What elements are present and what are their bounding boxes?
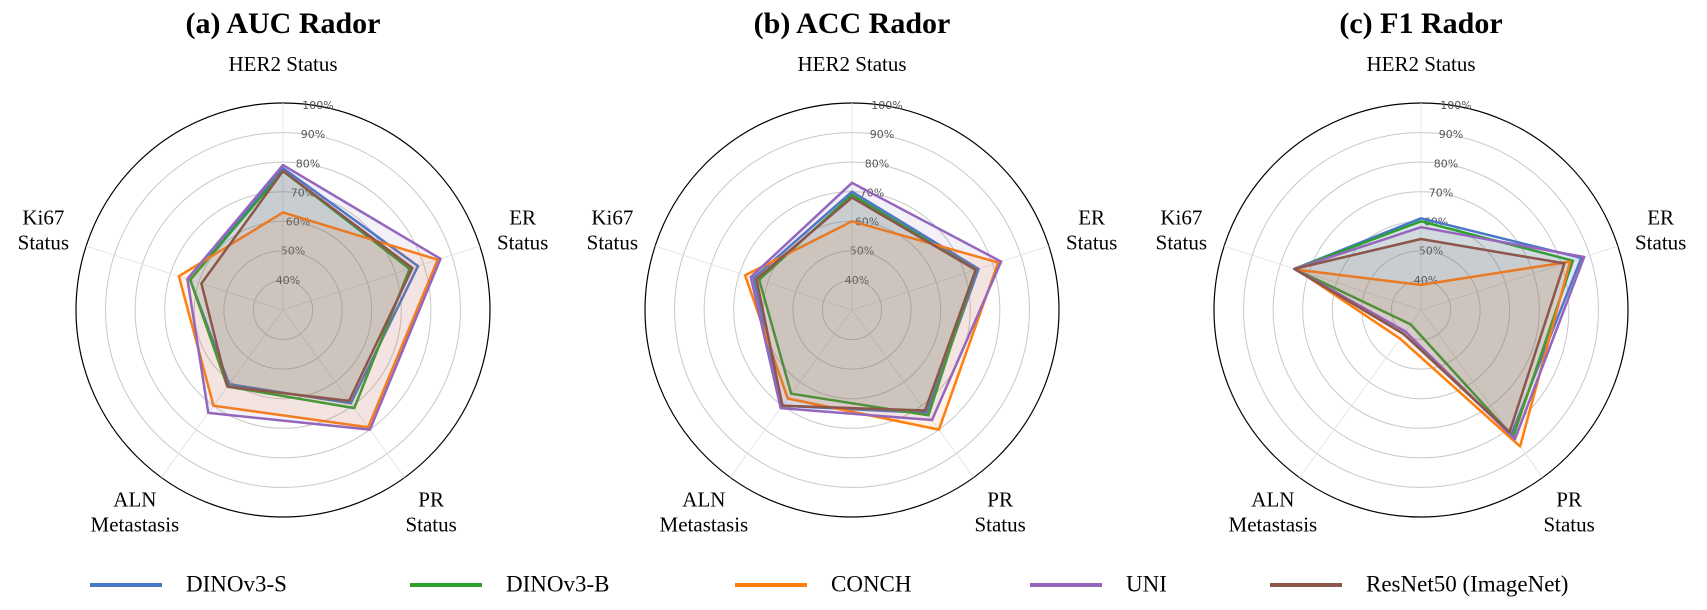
y-tick-label: 100% [302, 99, 333, 112]
axis-label: PR Status [405, 487, 456, 536]
y-tick-label: 80% [296, 157, 320, 170]
axis-label: ER Status [497, 205, 548, 254]
series-area [745, 221, 999, 430]
series-area [1294, 227, 1585, 440]
axis-label: ALN Metastasis [91, 487, 180, 536]
series-area [190, 168, 418, 404]
series-line [177, 211, 439, 429]
axis-label: ALN Metastasis [1229, 487, 1318, 536]
y-tick-label: 80% [865, 157, 889, 170]
axis-spoke [282, 245, 480, 311]
axis-label: PR Status [1543, 487, 1594, 536]
y-tick-label: 40% [276, 274, 300, 287]
series-area [187, 165, 441, 430]
series-line [186, 163, 442, 431]
axis-spoke [1420, 309, 1543, 478]
axis-label: ER Status [1635, 205, 1686, 254]
axis-label: HER2 Status [228, 52, 337, 76]
axis-label: HER2 Status [1366, 52, 1475, 76]
axis-spoke [161, 309, 284, 478]
series-line [188, 169, 411, 410]
axis-label: ALN Metastasis [660, 487, 749, 536]
axis-spoke [1224, 245, 1422, 311]
y-tick-label: 50% [850, 245, 874, 258]
series-line [749, 181, 1003, 422]
axis-label: Ki67 Status [1156, 205, 1207, 254]
axis-label: HER2 Status [797, 52, 906, 76]
legend-label: UNI [1126, 571, 1167, 596]
series-area [1294, 218, 1582, 435]
y-tick-label: 60% [855, 216, 879, 229]
axis-label: Ki67 Status [587, 205, 638, 254]
y-tick-label: 70% [1429, 186, 1453, 199]
series-line [755, 196, 977, 412]
series-area [1294, 239, 1565, 432]
y-tick-label: 90% [870, 128, 894, 141]
series-area [750, 182, 1002, 420]
series-area [756, 197, 976, 411]
axis-spoke [86, 245, 284, 311]
y-tick-label: 90% [301, 128, 325, 141]
series-area [190, 171, 410, 409]
series-area [759, 194, 976, 416]
y-tick-label: 100% [871, 99, 902, 112]
legend-label: ResNet50 (ImageNet) [1366, 571, 1568, 596]
axis-spoke [851, 245, 1049, 311]
series-area [178, 212, 438, 428]
chart-title: (a) AUC Rador [186, 7, 381, 40]
y-tick-label: 100% [1440, 99, 1471, 112]
series-area [1294, 221, 1573, 437]
axis-label: Ki67 Status [18, 205, 69, 254]
series-line [1296, 260, 1572, 448]
y-tick-label: 40% [845, 274, 869, 287]
y-tick-label: 50% [1419, 245, 1443, 258]
chart-title: (c) F1 Rador [1339, 7, 1502, 40]
legend-label: DINOv3-S [186, 571, 287, 596]
y-tick-label: 50% [281, 245, 305, 258]
axis-spoke [851, 309, 974, 478]
legend-label: DINOv3-B [506, 571, 610, 596]
y-tick-label: 80% [1434, 157, 1458, 170]
series-area [753, 191, 979, 413]
legend-label: CONCH [831, 571, 912, 596]
series-line [200, 169, 414, 403]
y-tick-label: 90% [1439, 128, 1463, 141]
axis-label: PR Status [974, 487, 1025, 536]
axis-spoke [282, 309, 405, 478]
chart-title: (b) ACC Rador [754, 7, 951, 40]
series-line [1293, 237, 1566, 434]
axis-label: ER Status [1066, 205, 1117, 254]
